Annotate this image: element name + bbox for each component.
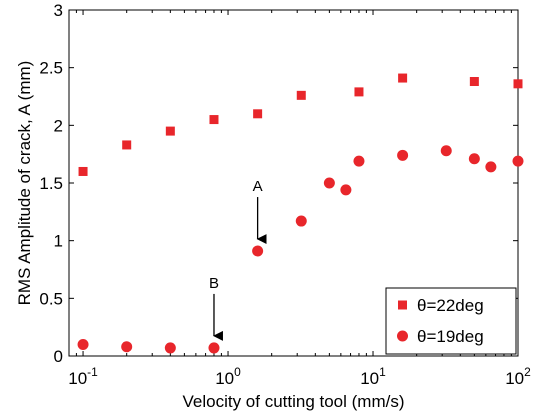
y-tick-label: 2 <box>54 116 63 135</box>
x-axis-ticks: 10-1 100 101 102 <box>68 10 531 388</box>
data-point-square <box>354 87 364 97</box>
x-tick-label: 10-1 <box>68 365 98 388</box>
x-tick-label: 102 <box>505 365 531 388</box>
y-tick-label: 1.5 <box>39 174 63 193</box>
data-point-circle <box>340 184 352 196</box>
data-point-circle <box>397 149 409 161</box>
y-tick-label: 0 <box>54 347 63 366</box>
data-point-circle <box>252 245 264 257</box>
data-point-circle <box>353 155 365 167</box>
y-axis-ticks: 0 0.5 1 1.5 2 2.5 3 <box>39 1 518 366</box>
y-tick-label: 0.5 <box>39 289 63 308</box>
data-point-circle <box>440 145 452 157</box>
annotation-label: B <box>209 275 219 292</box>
data-point-circle <box>164 342 176 354</box>
legend-label: θ=22deg <box>417 296 484 315</box>
data-point-square <box>209 115 219 125</box>
data-point-circle <box>512 155 524 167</box>
legend-marker-square <box>398 300 407 310</box>
data-point-circle <box>468 153 480 165</box>
data-point-square <box>165 126 175 136</box>
data-point-square <box>78 166 88 176</box>
data-point-square <box>469 77 479 87</box>
legend-label: θ=19deg <box>417 327 484 346</box>
data-point-square <box>253 109 263 119</box>
annotations: AB <box>209 178 267 341</box>
data-point-circle <box>485 161 497 173</box>
legend-box <box>385 287 517 355</box>
x-axis-label: Velocity of cutting tool (mm/s) <box>182 392 404 411</box>
y-axis-label: RMS Amplitude of crack, A (mm) <box>15 61 34 306</box>
y-tick-label: 3 <box>54 1 63 20</box>
legend-marker-circle <box>397 330 408 342</box>
data-point-circle <box>121 341 133 353</box>
data-point-square <box>398 73 408 83</box>
data-markers <box>77 73 524 354</box>
legend: θ=22deg θ=19deg <box>385 287 517 355</box>
data-point-circle <box>208 342 220 354</box>
data-point-square <box>122 140 132 150</box>
data-point-circle <box>323 177 335 189</box>
data-point-square <box>296 90 306 100</box>
x-tick-label: 101 <box>360 365 386 388</box>
annotation-label: A <box>253 178 263 195</box>
data-point-square <box>513 79 523 89</box>
data-point-circle <box>295 215 307 227</box>
x-tick-label: 100 <box>215 365 241 388</box>
y-tick-label: 2.5 <box>39 59 63 78</box>
y-tick-label: 1 <box>54 232 63 251</box>
data-point-circle <box>77 338 89 350</box>
